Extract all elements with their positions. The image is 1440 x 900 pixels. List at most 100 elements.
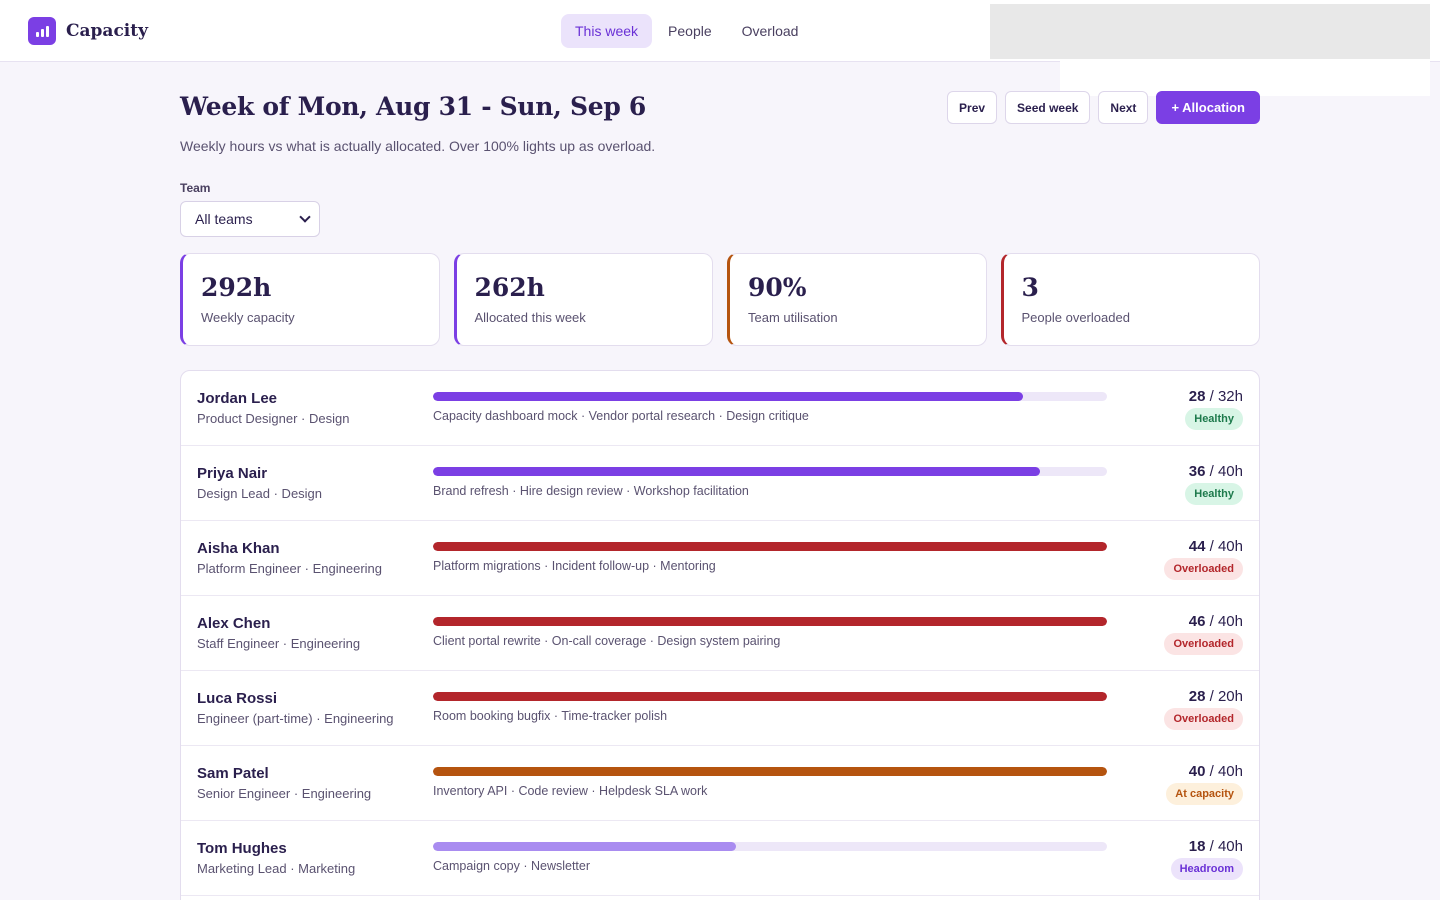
utilisation-bar xyxy=(433,767,1107,776)
person-row[interactable]: Tom Hughes Marketing Lead · Marketing Camp… xyxy=(181,821,1259,896)
brand[interactable]: Capacity xyxy=(28,17,148,45)
status-badge: Overloaded xyxy=(1164,558,1243,580)
person-name: Aisha Khan xyxy=(197,540,280,557)
person-row[interactable]: Sam Patel Senior Engineer · Engineering In… xyxy=(181,746,1259,821)
stat-value: 3 xyxy=(1021,273,1039,302)
person-row[interactable]: Priya Nair Design Lead · Design Brand refr… xyxy=(181,446,1259,521)
person-name: Tom Hughes xyxy=(197,840,287,857)
team-filter-value: All teams xyxy=(195,211,253,227)
prev-week-button[interactable]: Prev xyxy=(947,91,998,124)
utilisation-bar-fill xyxy=(433,467,1040,476)
chevron-down-icon xyxy=(299,211,311,223)
status-badge: At capacity xyxy=(1166,783,1243,805)
person-name: Priya Nair xyxy=(197,465,268,482)
hours-readout: 28 / 20h xyxy=(1188,688,1243,705)
stat-label: Weekly capacity xyxy=(201,310,295,325)
hours-readout: 46 / 40h xyxy=(1188,613,1243,630)
status-badge: Headroom xyxy=(1170,858,1243,880)
person-role: Senior Engineer · Engineering xyxy=(197,786,372,801)
status-badge: Healthy xyxy=(1185,408,1243,430)
team-filter-label: Team xyxy=(180,181,211,195)
stat-value: 262h xyxy=(474,273,545,302)
seed-week-button[interactable]: Seed week xyxy=(1005,91,1091,124)
main-nav: This week People Overload xyxy=(561,14,812,48)
capacity-hours: 40h xyxy=(1217,613,1243,630)
stat-weekly-capacity: 292h Weekly capacity xyxy=(180,253,440,346)
person-row[interactable]: Alex Chen Staff Engineer · Engineering Cli… xyxy=(181,596,1259,671)
capacity-hours: 40h xyxy=(1217,463,1243,480)
capacity-hours: 20h xyxy=(1217,688,1243,705)
allocated-hours: 40 xyxy=(1188,763,1206,780)
app-name: Capacity xyxy=(66,21,148,41)
allocated-hours: 28 xyxy=(1188,688,1206,705)
overlay-placeholder-lower xyxy=(1060,59,1430,96)
person-tasks: Inventory API · Code review · Helpdesk S… xyxy=(433,784,708,798)
hours-readout: 28 / 32h xyxy=(1188,388,1243,405)
utilisation-bar-fill xyxy=(433,542,1107,551)
hours-readout: 36 / 40h xyxy=(1188,463,1243,480)
person-name: Alex Chen xyxy=(197,615,271,632)
person-role: Platform Engineer · Engineering xyxy=(197,561,382,576)
utilisation-bar-fill xyxy=(433,617,1107,626)
person-row[interactable]: Jordan Lee Product Designer · Design Capac… xyxy=(181,371,1259,446)
stat-label: Allocated this week xyxy=(474,310,586,325)
utilisation-bar-fill xyxy=(433,392,1023,401)
utilisation-bar-fill xyxy=(433,767,1107,776)
page-title: Week of Mon, Aug 31 - Sun, Sep 6 xyxy=(180,92,647,121)
hours-readout: 40 / 40h xyxy=(1188,763,1243,780)
person-role: Engineer (part-time) · Engineering xyxy=(197,711,394,726)
utilisation-bar xyxy=(433,842,1107,851)
nav-people[interactable]: People xyxy=(668,23,712,39)
status-badge: Overloaded xyxy=(1164,708,1243,730)
person-tasks: Capacity dashboard mock · Vendor portal … xyxy=(433,409,809,423)
stat-utilisation: 90% Team utilisation xyxy=(727,253,987,346)
hours-readout: 18 / 40h xyxy=(1188,838,1243,855)
capacity-hours: 40h xyxy=(1217,763,1243,780)
person-name: Jordan Lee xyxy=(197,390,278,407)
people-list: Jordan Lee Product Designer · Design Capac… xyxy=(180,370,1260,900)
person-tasks: Campaign copy · Newsletter xyxy=(433,859,591,873)
capacity-hours: 32h xyxy=(1217,388,1243,405)
capacity-hours: 40h xyxy=(1217,538,1243,555)
person-role: Design Lead · Design xyxy=(197,486,323,501)
person-tasks: Room booking bugfix · Time-tracker polis… xyxy=(433,709,668,723)
stat-value: 292h xyxy=(201,273,272,302)
stat-value: 90% xyxy=(748,273,807,302)
utilisation-bar-fill xyxy=(433,842,737,851)
person-tasks: Brand refresh · Hire design review · Wor… xyxy=(433,484,749,498)
utilisation-bar xyxy=(433,692,1107,701)
person-name: Luca Rossi xyxy=(197,690,278,707)
person-name: Sam Patel xyxy=(197,765,269,782)
person-role: Product Designer · Design xyxy=(197,411,350,426)
utilisation-bar xyxy=(433,467,1107,476)
status-badge: Healthy xyxy=(1185,483,1243,505)
allocated-hours: 36 xyxy=(1188,463,1206,480)
next-week-button[interactable]: Next xyxy=(1098,91,1149,124)
page-subtitle: Weekly hours vs what is actually allocat… xyxy=(180,138,656,154)
allocated-hours: 28 xyxy=(1188,388,1206,405)
stat-label: People overloaded xyxy=(1021,310,1130,325)
add-allocation-button[interactable]: + Allocation xyxy=(1156,91,1260,124)
nav-this-week[interactable]: This week xyxy=(561,14,653,48)
allocated-hours: 18 xyxy=(1188,838,1206,855)
allocated-hours: 44 xyxy=(1188,538,1206,555)
capacity-hours: 40h xyxy=(1217,838,1243,855)
person-row[interactable]: Aisha Khan Platform Engineer · Engineerin… xyxy=(181,521,1259,596)
hours-readout: 44 / 40h xyxy=(1188,538,1243,555)
person-tasks: Platform migrations · Incident follow-up… xyxy=(433,559,716,573)
nav-overload[interactable]: Overload xyxy=(741,23,799,39)
utilisation-bar xyxy=(433,542,1107,551)
overlay-placeholder xyxy=(990,4,1430,59)
person-role: Staff Engineer · Engineering xyxy=(197,636,361,651)
utilisation-bar xyxy=(433,617,1107,626)
person-tasks: Client portal rewrite · On-call coverage… xyxy=(433,634,781,648)
person-row[interactable]: Luca Rossi Engineer (part-time) · Enginee… xyxy=(181,671,1259,746)
utilisation-bar-fill xyxy=(433,692,1107,701)
allocated-hours: 46 xyxy=(1188,613,1206,630)
stat-allocated: 262h Allocated this week xyxy=(453,253,713,346)
team-filter-select[interactable]: All teams xyxy=(180,201,320,237)
status-badge: Overloaded xyxy=(1164,633,1243,655)
utilisation-bar xyxy=(433,392,1107,401)
bar-chart-icon xyxy=(28,17,56,45)
week-actions: Prev Seed week Next + Allocation xyxy=(947,91,1260,124)
